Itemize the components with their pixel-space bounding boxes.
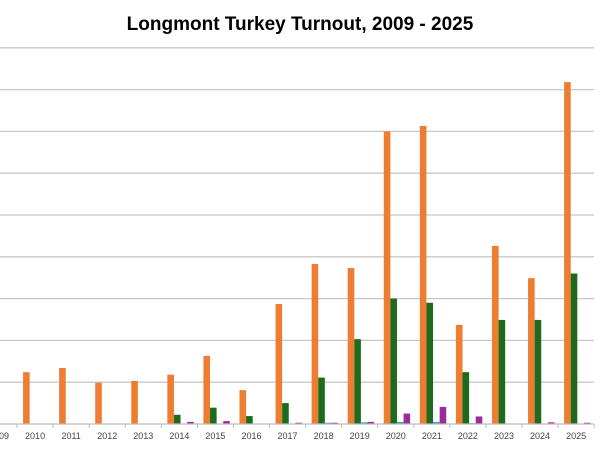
bar-2019-series-1 xyxy=(347,268,355,424)
bar-2024-series-4 xyxy=(547,422,555,424)
x-tick-label: 2014 xyxy=(169,431,189,441)
bar-2020-series-4 xyxy=(403,413,411,424)
x-tick-label: 2021 xyxy=(422,431,442,441)
x-tick-label: 2013 xyxy=(133,431,153,441)
bar-2014-series-1 xyxy=(167,374,174,424)
bar-2018-series-2 xyxy=(318,377,325,424)
x-tick-label: 2025 xyxy=(566,431,586,441)
bar-2022-series-1 xyxy=(455,324,463,424)
bar-2021-series-1 xyxy=(419,125,427,424)
bar-2021-series-2 xyxy=(426,302,434,424)
bar-2015-series-2 xyxy=(210,407,217,424)
bar-2019-series-3 xyxy=(360,422,368,424)
bar-2014-series-2 xyxy=(173,414,181,424)
bar-2010-series-1 xyxy=(23,372,30,424)
x-tick-label: 2018 xyxy=(314,431,334,441)
chart-title: Longmont Turkey Turnout, 2009 - 2025 xyxy=(126,14,474,35)
bar-2025-series-2 xyxy=(570,273,578,424)
bar-2024-series-1 xyxy=(528,278,535,424)
bar-2018-series-1 xyxy=(311,263,319,424)
bar-2021-series-4 xyxy=(439,406,447,424)
x-tick-label: 2015 xyxy=(205,431,225,441)
bar-2017-series-1 xyxy=(275,304,283,424)
bar-2022-series-2 xyxy=(462,372,470,424)
bar-2025-series-1 xyxy=(564,82,571,425)
bar-2013-series-1 xyxy=(131,380,138,424)
x-tick-label: 2024 xyxy=(530,431,550,441)
x-tick-label: 2022 xyxy=(458,431,478,441)
x-tick-label: 2020 xyxy=(386,431,406,441)
bar-2023-series-1 xyxy=(491,245,499,424)
bar-2014-series-4 xyxy=(187,421,194,424)
x-tick-label: 2009 xyxy=(0,431,9,441)
bar-2020-series-3 xyxy=(396,421,404,424)
bar-2019-series-4 xyxy=(367,421,375,424)
x-tick-label: 2019 xyxy=(350,431,370,441)
x-tick-label: 2017 xyxy=(278,431,298,441)
x-tick-label: 2016 xyxy=(241,431,261,441)
bar-2020-series-1 xyxy=(383,131,391,424)
bar-2016-series-1 xyxy=(239,390,247,424)
x-tick-label: 2011 xyxy=(61,431,80,441)
bar-2024-series-2 xyxy=(534,319,542,424)
bar-2012-series-1 xyxy=(95,382,102,424)
x-tick-label: 2023 xyxy=(494,431,514,441)
x-tick-label: 2010 xyxy=(25,431,45,441)
bar-2022-series-4 xyxy=(475,416,483,424)
x-tick-label: 2012 xyxy=(97,431,117,441)
bar-2015-series-4 xyxy=(223,421,230,424)
bar-2017-series-2 xyxy=(282,403,289,424)
bar-2015-series-1 xyxy=(203,355,211,424)
bar-2016-series-2 xyxy=(246,416,253,424)
bar-2021-series-3 xyxy=(433,421,440,424)
bar-2020-series-2 xyxy=(390,298,397,424)
bar-2019-series-2 xyxy=(354,339,361,424)
bar-2011-series-1 xyxy=(59,367,66,424)
bar-2023-series-2 xyxy=(498,319,506,424)
